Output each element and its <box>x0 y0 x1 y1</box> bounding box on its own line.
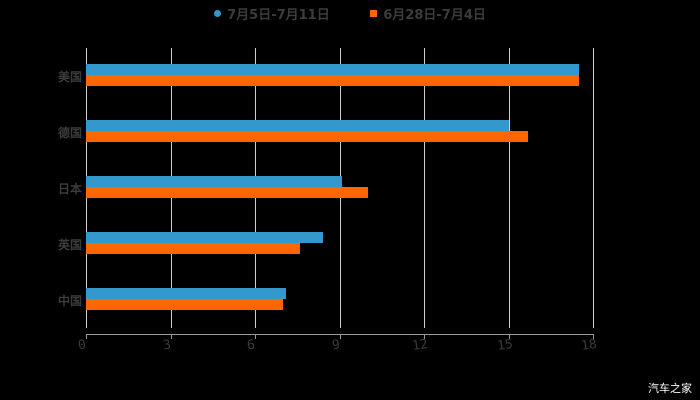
watermark: 汽车之家 <box>648 382 692 395</box>
bar-series-2[interactable] <box>86 75 579 86</box>
bar-series-1[interactable] <box>86 288 286 299</box>
x-tick-label: 15 <box>496 336 514 355</box>
x-tick-label: 18 <box>580 336 598 355</box>
bar-series-2[interactable] <box>86 243 301 254</box>
x-tick <box>255 334 256 339</box>
x-tick-label: 12 <box>411 336 429 355</box>
bar-series-1[interactable] <box>86 176 343 187</box>
gridline <box>593 48 594 328</box>
bar-series-1[interactable] <box>86 232 323 243</box>
x-tick-label: 3 <box>162 337 172 354</box>
y-category-label: 美国 <box>57 70 82 84</box>
bar-series-1[interactable] <box>86 64 579 75</box>
x-tick <box>424 334 425 339</box>
bar-series-2[interactable] <box>86 299 284 310</box>
gridline <box>424 48 425 328</box>
y-category-label: 日本 <box>57 182 82 196</box>
x-tick <box>171 334 172 339</box>
x-tick <box>340 334 341 339</box>
x-tick-label: 0 <box>77 337 87 354</box>
x-tick-label: 9 <box>331 337 341 354</box>
y-category-label: 英国 <box>57 238 82 252</box>
bar-series-1[interactable] <box>86 120 509 131</box>
legend-item-series-1[interactable]: 7月5日-7月11日 <box>214 4 330 23</box>
bar-series-2[interactable] <box>86 131 529 142</box>
gridline <box>509 48 510 328</box>
legend-marker-circle-icon <box>214 10 222 17</box>
legend-marker-square-icon <box>370 10 378 17</box>
y-category-label: 中国 <box>57 294 82 308</box>
legend-label: 7月5日-7月11日 <box>227 8 330 23</box>
x-tick <box>509 334 510 339</box>
legend-label: 6月28日-7月4日 <box>383 8 486 23</box>
x-tick-label: 6 <box>246 337 256 354</box>
bar-series-2[interactable] <box>86 187 368 198</box>
legend-item-series-2[interactable]: 6月28日-7月4日 <box>370 4 486 23</box>
x-axis-line <box>86 334 593 335</box>
y-category-label: 德国 <box>57 126 82 140</box>
x-tick <box>593 334 594 339</box>
chart-legend: 7月5日-7月11日 6月28日-7月4日 <box>0 4 700 23</box>
plot-area <box>86 48 594 328</box>
x-tick <box>86 334 87 339</box>
